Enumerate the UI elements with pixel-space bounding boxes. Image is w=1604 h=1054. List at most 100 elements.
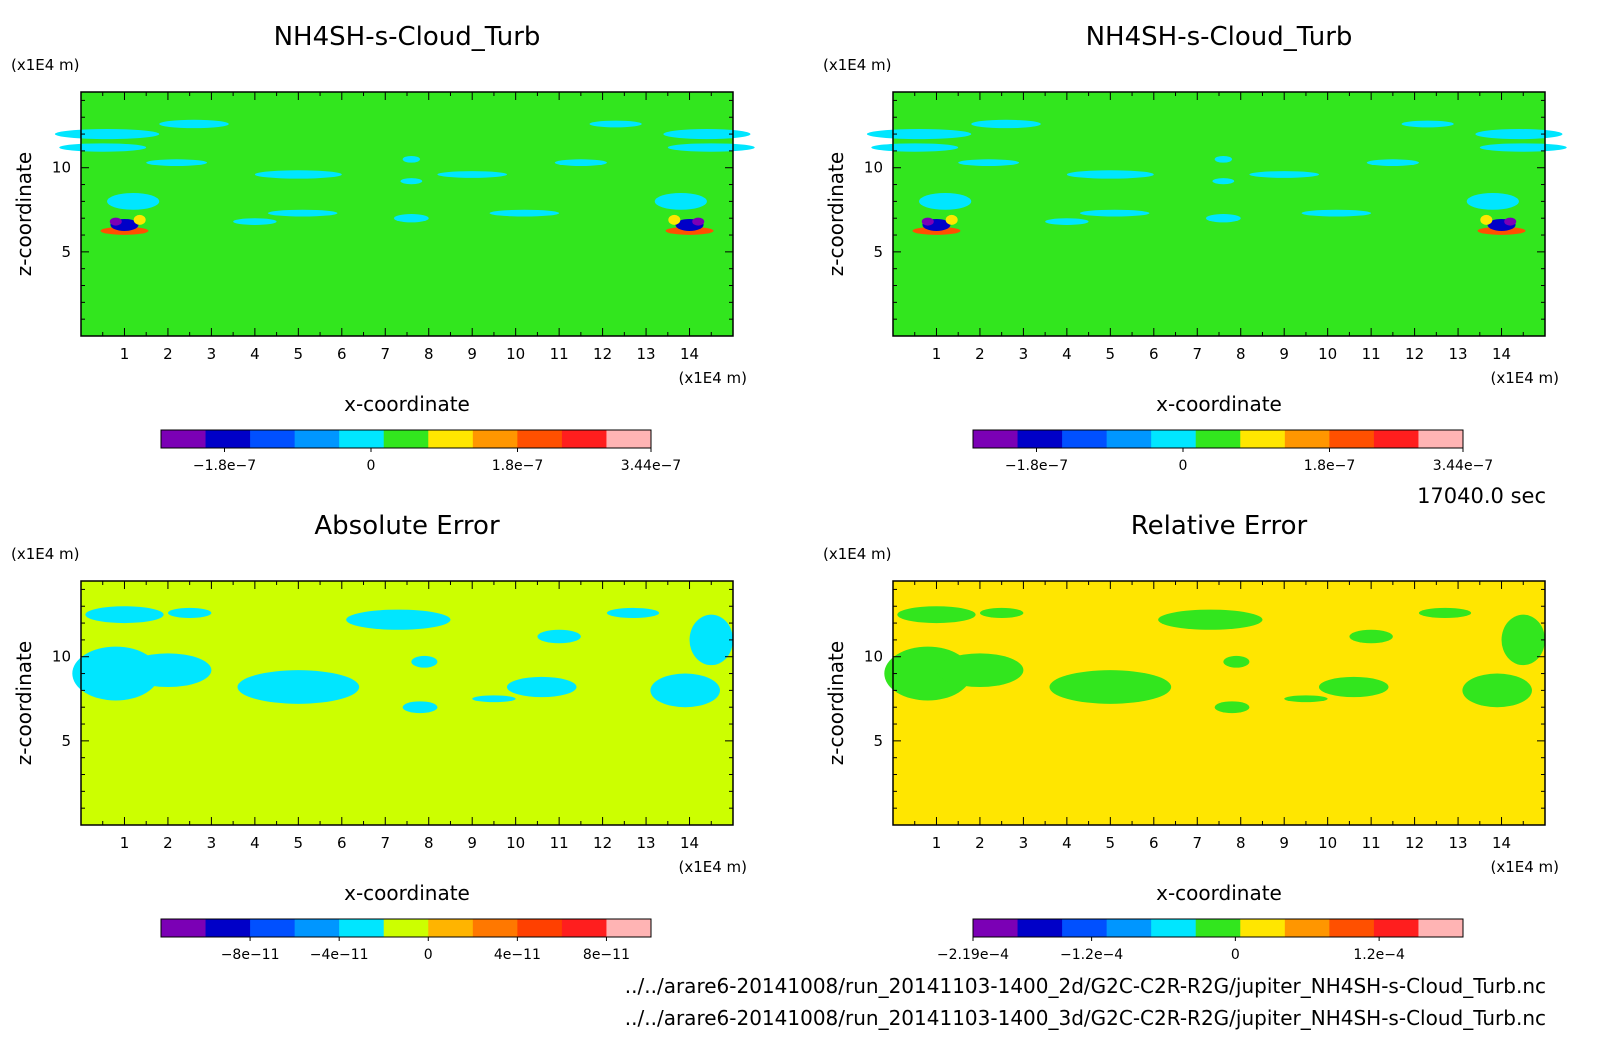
colorbar-swatch <box>606 919 652 937</box>
colorbar-swatch <box>1240 430 1286 448</box>
y-tick-label: 10 <box>52 648 71 666</box>
x-axis-label: x-coordinate <box>1156 881 1282 905</box>
chart-panel-1: NH4SH-s-Cloud_Turb(x1E4 m)1 2 3 4 5 6 7 8 9 10 11 1… <box>11 22 755 474</box>
x-tick-label: 13 <box>1449 345 1468 363</box>
y-tick-label: 5 <box>873 243 883 261</box>
colorbar-swatch <box>606 430 652 448</box>
x-tick-label: 2 <box>163 834 173 852</box>
colorbar-swatch <box>294 430 340 448</box>
colorbar-swatch <box>973 430 1019 448</box>
y-tick-label: 5 <box>61 732 71 750</box>
colorbar-swatch <box>1062 430 1108 448</box>
x-tick-label: 10 <box>1318 345 1337 363</box>
time-label: 17040.0 sec <box>1417 484 1546 508</box>
colorbar-label: −1.8e−7 <box>1005 458 1068 474</box>
x-tick-label: 9 <box>1279 345 1289 363</box>
colorbar-label: 1.8e−7 <box>492 458 544 474</box>
file-path-2d: ../../arare6-20141008/run_20141103-1400_… <box>625 974 1546 998</box>
x-tick-label: 1 <box>120 834 130 852</box>
colorbar-swatch <box>1329 919 1375 937</box>
colorbar-label: 3.44e−7 <box>1433 458 1493 474</box>
y-tick-label: 5 <box>61 243 71 261</box>
colorbar-swatch <box>1151 919 1197 937</box>
x-tick-label: 11 <box>1362 834 1381 852</box>
x-tick-label: 3 <box>1019 834 1029 852</box>
y-unit-label: (x1E4 m) <box>11 545 80 563</box>
colorbar-label: 1.2e−4 <box>1353 947 1405 963</box>
colorbar-swatch <box>428 430 474 448</box>
colorbar-swatch <box>161 430 207 448</box>
x-tick-label: 12 <box>1405 834 1424 852</box>
colorbar-label: −2.19e−4 <box>937 947 1009 963</box>
x-tick-label: 8 <box>1236 345 1246 363</box>
colorbar-swatch <box>205 430 251 448</box>
field-background <box>81 92 733 336</box>
x-tick-label: 10 <box>506 345 525 363</box>
colorbar-swatch <box>1195 919 1241 937</box>
colorbar-label: 0 <box>1179 458 1188 474</box>
x-tick-label: 6 <box>337 834 347 852</box>
x-tick-label: 5 <box>294 834 304 852</box>
colorbar-swatch <box>472 430 518 448</box>
x-tick-label: 4 <box>1062 345 1072 363</box>
x-tick-label: 11 <box>550 834 569 852</box>
y-axis-label: z-coordinate <box>824 152 848 276</box>
colorbar-label: 8e−11 <box>583 947 630 963</box>
x-tick-label: 7 <box>380 834 390 852</box>
x-tick-label: 13 <box>637 345 656 363</box>
colorbar-swatch <box>1418 919 1464 937</box>
colorbar-label: −1.2e−4 <box>1060 947 1123 963</box>
x-tick-label: 7 <box>1192 834 1202 852</box>
x-unit-label: (x1E4 m) <box>678 858 747 876</box>
y-tick-label: 5 <box>873 732 883 750</box>
x-tick-label: 10 <box>506 834 525 852</box>
x-tick-label: 4 <box>1062 834 1072 852</box>
colorbar-swatch <box>1240 919 1286 937</box>
colorbar-swatch <box>383 430 429 448</box>
x-tick-label: 13 <box>1449 834 1468 852</box>
x-tick-label: 2 <box>975 834 985 852</box>
colorbar: −8e−11 −4e−11 0 4e−11 8e−11 <box>160 918 652 963</box>
field-patches <box>884 606 1546 714</box>
x-tick-label: 4 <box>250 345 260 363</box>
field-patches <box>72 606 733 714</box>
colorbar-swatch <box>161 919 207 937</box>
colorbar-swatch <box>1284 430 1330 448</box>
x-tick-label: 14 <box>680 834 699 852</box>
panels: NH4SH-s-Cloud_Turb(x1E4 m)1 2 3 4 5 6 7 8 9 10 11 1… <box>11 22 1567 963</box>
y-unit-label: (x1E4 m) <box>11 56 80 74</box>
x-tick-label: 6 <box>337 345 347 363</box>
colorbar-swatch <box>517 919 563 937</box>
chart-panel-3: Absolute Error(x1E4 m)1 2 3 4 5 6 7 8 9 10 11 12 13 1… <box>11 511 747 963</box>
colorbar-swatch <box>561 919 607 937</box>
x-tick-label: 6 <box>1149 345 1159 363</box>
x-tick-label: 5 <box>1106 834 1116 852</box>
colorbar-swatch <box>1418 430 1464 448</box>
colorbar-swatch <box>428 919 474 937</box>
colorbar-swatch <box>517 430 563 448</box>
colorbar-swatch <box>1106 430 1152 448</box>
x-tick-label: 12 <box>1405 345 1424 363</box>
x-tick-label: 14 <box>1492 834 1511 852</box>
x-tick-label: 9 <box>1279 834 1289 852</box>
x-tick-label: 13 <box>637 834 656 852</box>
colorbar-swatch <box>1373 430 1419 448</box>
x-unit-label: (x1E4 m) <box>1490 369 1559 387</box>
x-tick-label: 8 <box>1236 834 1246 852</box>
x-tick-label: 11 <box>1362 345 1381 363</box>
colorbar-label: 3.44e−7 <box>621 458 681 474</box>
chart-panel-4: Relative Error(x1E4 m)1 2 3 4 5 6 7 8 9 10 11 12 13 1… <box>823 511 1559 963</box>
colorbar: −1.8e−7 0 1.8e−7 3.44e−7 <box>972 429 1493 474</box>
x-axis-label: x-coordinate <box>1156 392 1282 416</box>
x-tick-label: 14 <box>680 345 699 363</box>
x-tick-label: 10 <box>1318 834 1337 852</box>
x-unit-label: (x1E4 m) <box>678 369 747 387</box>
x-tick-label: 1 <box>932 345 942 363</box>
colorbar-label: 4e−11 <box>494 947 541 963</box>
y-tick-label: 10 <box>864 159 883 177</box>
x-tick-label: 7 <box>380 345 390 363</box>
x-tick-label: 14 <box>1492 345 1511 363</box>
y-tick-label: 10 <box>864 648 883 666</box>
x-tick-label: 3 <box>1019 345 1029 363</box>
x-tick-label: 5 <box>294 345 304 363</box>
